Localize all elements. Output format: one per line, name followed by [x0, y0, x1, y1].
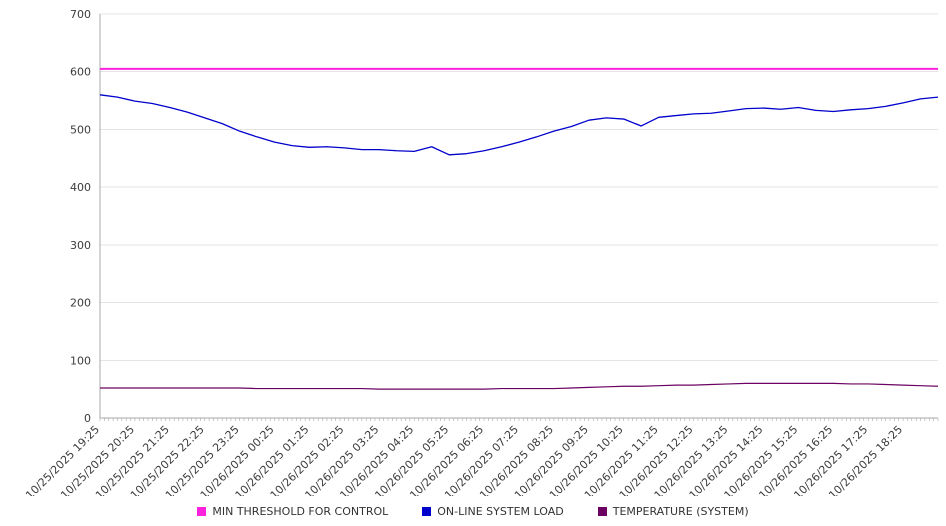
legend-swatch-temperature-system: [597, 506, 607, 516]
series-line-temperature-system: [100, 382, 939, 390]
legend-swatch-min-threshold-for-control: [197, 506, 207, 516]
legend-item-min-threshold-for-control[interactable]: MIN THRESHOLD FOR CONTROL: [197, 505, 388, 518]
legend-item-on-line-system-load[interactable]: ON-LINE SYSTEM LOAD: [422, 504, 564, 518]
y-tick-label: 200: [70, 297, 91, 310]
y-tick-label: 600: [70, 66, 91, 79]
legend-label-temperature-system: TEMPERATURE (SYSTEM): [612, 504, 749, 518]
y-tick-label: 100: [70, 354, 91, 367]
series-line-on-line-system-load: [99, 94, 939, 156]
legend-item-temperature-system[interactable]: TEMPERATURE (SYSTEM): [597, 504, 749, 518]
legend: MIN THRESHOLD FOR CONTROL ON-LINE SYSTEM …: [0, 500, 946, 522]
y-tick-label: 700: [70, 8, 91, 21]
legend-label-min-threshold-for-control: MIN THRESHOLD FOR CONTROL: [212, 504, 389, 518]
y-tick-label: 300: [70, 239, 91, 252]
legend-swatch-on-line-system-load: [422, 506, 432, 516]
y-tick-label: 0: [84, 412, 91, 425]
legend-label-on-line-system-load: ON-LINE SYSTEM LOAD: [437, 504, 564, 518]
y-tick-label: 500: [70, 123, 91, 136]
y-tick-label: 400: [70, 181, 91, 194]
